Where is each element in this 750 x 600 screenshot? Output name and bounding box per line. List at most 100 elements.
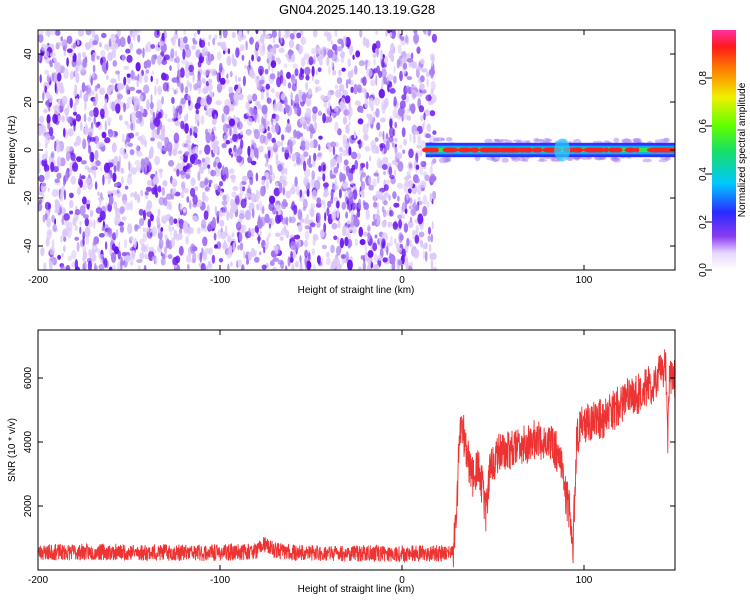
heatmap-noise-cell (406, 115, 412, 121)
heatmap-noise-cell (197, 227, 201, 235)
heatmap-noise-cell (113, 165, 117, 173)
heatmap-noise-cell (104, 257, 108, 268)
heatmap-noise-cell (180, 203, 183, 212)
heatmap-noise-cell (372, 178, 377, 188)
heatmap-noise-cell (43, 158, 48, 169)
heatmap-noise-cell (299, 116, 305, 125)
heatmap-noise-cell (97, 191, 100, 196)
heatmap-noise-cell (107, 162, 114, 168)
heatmap-noise-cell (373, 195, 376, 204)
heatmap-noise-cell (146, 99, 150, 111)
heatmap-noise-cell (280, 37, 283, 44)
snr-x-tick-label: -200 (28, 575, 48, 586)
heatmap-noise-cell (56, 72, 62, 82)
heatmap-noise-cell (282, 183, 286, 189)
heatmap-noise-cell (422, 205, 428, 217)
heatmap-noise-cell (222, 206, 228, 214)
heatmap-noise-cell (417, 134, 422, 145)
heatmap-noise-cell (419, 149, 423, 156)
heatmap-noise-cell (211, 118, 217, 126)
heatmap-band-core (542, 147, 555, 153)
heatmap-noise-cell (147, 218, 151, 228)
heatmap-noise-cell (267, 146, 271, 151)
heatmap-noise-cell (186, 196, 190, 203)
heatmap-noise-cell (104, 43, 107, 48)
heatmap-noise-cell (184, 151, 190, 156)
heatmap-noise-cell (171, 77, 178, 83)
heatmap-noise-cell (129, 149, 135, 156)
heatmap-noise-cell (263, 118, 266, 129)
heatmap-noise-cell (381, 58, 385, 69)
heatmap-noise-cell (402, 62, 408, 70)
heatmap-noise-cell (168, 203, 172, 211)
heatmap-noise-cell (205, 132, 211, 144)
heatmap-noise-cell (327, 200, 332, 208)
heatmap-noise-cell (205, 110, 208, 116)
heatmap-noise-cell (56, 156, 62, 167)
heatmap-noise-cell (359, 190, 365, 196)
heatmap-noise-cell (85, 30, 92, 36)
heatmap-noise-cell (60, 36, 63, 42)
heatmap-noise-cell (236, 259, 243, 268)
heatmap-noise-cell (430, 233, 434, 243)
heatmap-noise-cell (93, 236, 100, 245)
heatmap-noise-cell (76, 241, 80, 252)
heatmap-noise-cell (181, 59, 188, 65)
heatmap-noise-cell (343, 159, 349, 166)
heatmap-noise-cell (429, 253, 433, 260)
heatmap-noise-cell (144, 45, 148, 53)
heatmap-noise-cell (201, 87, 207, 94)
heatmap-noise-cell (300, 57, 306, 67)
heatmap-noise-cell (375, 30, 378, 35)
heatmap-noise-cell (280, 140, 284, 147)
heatmap-noise-cell (45, 236, 50, 247)
heatmap-noise-cell (239, 44, 245, 52)
heatmap-noise-cell (401, 57, 408, 63)
heatmap-noise-cell (255, 30, 259, 35)
heatmap-noise-cell (306, 188, 310, 197)
heatmap-noise-cell (431, 62, 433, 67)
heatmap-noise-cell (142, 232, 148, 242)
heatmap-noise-cell (130, 111, 137, 122)
heatmap-noise-cell (320, 94, 325, 100)
heatmap-noise-cell (183, 181, 186, 186)
heatmap-noise-cell (84, 226, 91, 238)
heatmap-noise-cell (362, 36, 367, 47)
heatmap-noise-cell (94, 262, 97, 270)
heatmap-noise-cell (390, 235, 393, 247)
heatmap-noise-cell (136, 259, 143, 263)
spectrogram-x-tick-label: 100 (576, 275, 593, 286)
heatmap-noise-cell (236, 155, 243, 163)
heatmap-noise-cell (96, 55, 100, 60)
heatmap-noise-cell (293, 241, 300, 252)
heatmap-noise-cell (266, 97, 272, 104)
heatmap-noise-cell (342, 180, 348, 189)
heatmap-noise-cell (271, 87, 275, 94)
heatmap-noise-cell (305, 81, 308, 91)
heatmap-noise-cell (39, 74, 42, 83)
heatmap-noise-cell (312, 30, 318, 38)
heatmap-band-speckle (598, 156, 606, 161)
heatmap-noise-cell (83, 92, 89, 103)
heatmap-noise-cell (168, 160, 175, 167)
heatmap-noise-cell (413, 248, 420, 259)
heatmap-noise-cell (251, 208, 255, 219)
heatmap-noise-cell (54, 178, 60, 184)
heatmap-noise-cell (268, 218, 272, 226)
heatmap-noise-cell (47, 187, 50, 192)
heatmap-noise-cell (126, 96, 132, 105)
heatmap-noise-cell (281, 134, 285, 141)
heatmap-noise-cell (79, 226, 82, 235)
heatmap-noise-cell (234, 195, 240, 205)
heatmap-noise-cell (99, 108, 105, 118)
heatmap-noise-cell (378, 70, 383, 79)
heatmap-noise-cell (373, 172, 379, 177)
heatmap-noise-cell (358, 198, 362, 210)
heatmap-noise-cell (244, 209, 252, 221)
heatmap-noise-cell (308, 88, 312, 96)
heatmap-noise-cell (166, 118, 173, 123)
heatmap-noise-cell (164, 234, 168, 241)
snr-trace-path (38, 349, 675, 568)
heatmap-noise-cell (74, 97, 79, 106)
heatmap-noise-cell (100, 50, 106, 58)
